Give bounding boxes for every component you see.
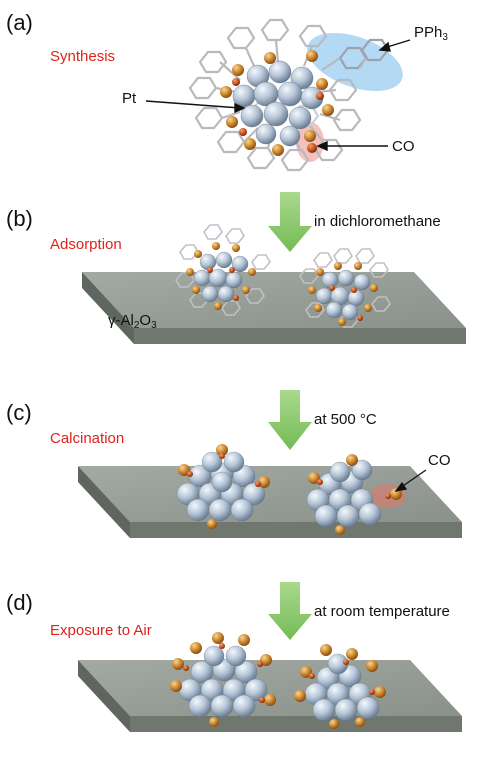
slab-b	[82, 272, 466, 344]
panel-label-c: (c)	[6, 400, 32, 425]
step-exposure: Exposure to Air	[50, 622, 152, 639]
co-c-right	[308, 454, 402, 535]
process-arrows	[268, 192, 312, 640]
label-pt: Pt	[122, 90, 137, 107]
slab-c	[78, 466, 462, 538]
cluster-b-left	[175, 224, 271, 316]
cluster-b-right	[299, 248, 391, 328]
arrow-a-to-b	[268, 192, 312, 252]
step-calcination: Calcination	[50, 430, 125, 447]
condition-b: in dichloromethane	[314, 213, 441, 230]
co-ligand-atoms	[220, 50, 334, 156]
condition-c: at 500 °C	[314, 411, 377, 428]
panel-label-a: (a)	[6, 10, 33, 35]
label-support-mid: O	[139, 312, 152, 329]
step-adsorption: Adsorption	[50, 236, 122, 253]
step-synthesis: Synthesis	[50, 48, 116, 65]
support-slabs	[78, 272, 466, 732]
panel-label-d: (d)	[6, 590, 33, 615]
label-co: CO	[392, 138, 415, 155]
pointer-arrows	[145, 39, 411, 152]
reoxidized-clusters-d	[170, 632, 386, 729]
co-c-left	[178, 444, 270, 529]
cluster-d-left	[178, 645, 268, 718]
cluster-c-left	[176, 451, 266, 522]
label-pph3: PPh3	[414, 24, 448, 43]
panel-label-b: (b)	[6, 206, 33, 231]
label-pph3-sub: 3	[442, 32, 448, 43]
calcined-clusters-c	[176, 444, 427, 535]
label-support: γ-Al2O3	[108, 312, 157, 331]
condition-c-unit: °C	[359, 411, 377, 428]
label-pph3-main: PPh	[414, 24, 443, 41]
arrow-b-to-c	[268, 390, 312, 450]
adsorbed-clusters-b	[175, 224, 391, 328]
panel-a-cluster	[145, 18, 411, 172]
co-d-left	[170, 632, 276, 727]
label-co-c: CO	[428, 452, 451, 469]
condition-d: at room temperature	[314, 603, 450, 620]
pph3-highlight	[307, 32, 403, 92]
label-support-sub2: 3	[151, 320, 157, 331]
label-support-sub1: 2	[133, 320, 140, 331]
label-support-prefix: γ-Al	[108, 312, 134, 329]
cluster-d-right	[304, 653, 380, 722]
co-d-right	[294, 644, 386, 729]
cluster-c-right	[306, 459, 382, 528]
condition-c-prefix: at 500	[314, 411, 360, 428]
arrow-c-to-d	[268, 582, 312, 640]
pt-core-atoms	[232, 60, 324, 147]
